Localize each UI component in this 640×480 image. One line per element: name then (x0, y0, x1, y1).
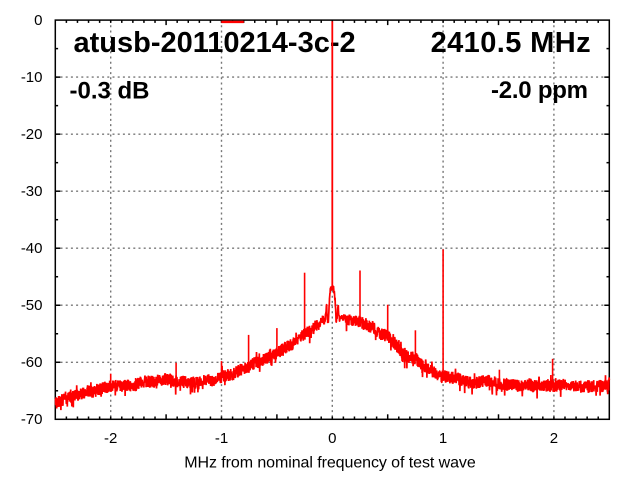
svg-text:-60: -60 (21, 354, 43, 371)
svg-text:2410.5 MHz: 2410.5 MHz (431, 27, 591, 59)
svg-text:-2.0 ppm: -2.0 ppm (491, 77, 588, 104)
svg-text:-50: -50 (21, 297, 43, 314)
svg-text:-20: -20 (21, 126, 43, 143)
svg-text:-1: -1 (215, 430, 228, 447)
svg-text:-30: -30 (21, 183, 43, 200)
svg-text:-70: -70 (21, 411, 43, 428)
svg-text:-10: -10 (21, 69, 43, 86)
svg-text:0: 0 (328, 430, 336, 447)
svg-text:atusb-20110214-3c-2: atusb-20110214-3c-2 (74, 27, 356, 59)
svg-text:2: 2 (550, 430, 558, 447)
svg-text:0: 0 (34, 12, 42, 29)
svg-text:-40: -40 (21, 240, 43, 257)
svg-text:1: 1 (439, 430, 447, 447)
svg-text:-0.3 dB: -0.3 dB (70, 78, 150, 105)
svg-text:MHz from nominal frequency of: MHz from nominal frequency of test wave (184, 455, 476, 472)
svg-text:-2: -2 (104, 430, 117, 447)
